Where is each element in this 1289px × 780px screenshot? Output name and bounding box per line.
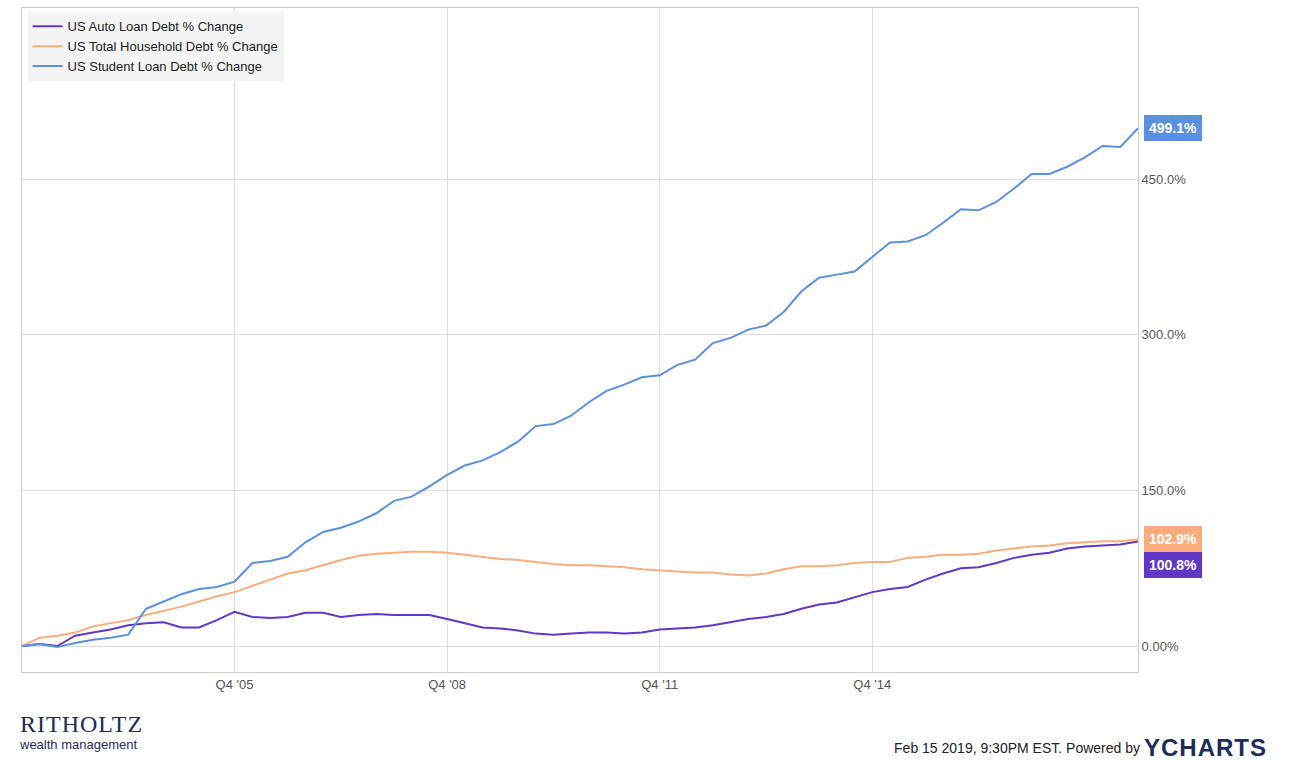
svg-text:300.0%: 300.0% [1142, 327, 1187, 342]
svg-text:100.8%: 100.8% [1149, 557, 1197, 573]
svg-text:US Student Loan Debt % Change: US Student Loan Debt % Change [68, 59, 262, 74]
html-text:Feb 15 2019, 9:30PM EST. Power: Feb 15 2019, 9:30PM EST. Powered by YCHA… [894, 734, 1267, 761]
svg-text:150.0%: 150.0% [1142, 483, 1187, 498]
html-text:wealth management: wealth management [20, 737, 138, 752]
svg-text:499.1%: 499.1% [1149, 120, 1197, 136]
svg-text:0.00%: 0.00% [1142, 639, 1179, 654]
svg-text:Q4 '14: Q4 '14 [853, 677, 891, 692]
svg-text:Q4 '11: Q4 '11 [641, 677, 678, 692]
svg-text:US Auto Loan Debt % Change: US Auto Loan Debt % Change [68, 19, 244, 34]
svg-text:102.9%: 102.9% [1149, 531, 1197, 547]
svg-text:450.0%: 450.0% [1142, 172, 1187, 187]
svg-text:Q4 '08: Q4 '08 [428, 677, 466, 692]
svg-text:US Total Household Debt % Chan: US Total Household Debt % Change [68, 39, 278, 54]
svg-text:Q4 '05: Q4 '05 [216, 677, 254, 692]
html-text:RITHOLTZ: RITHOLTZ [20, 711, 144, 737]
